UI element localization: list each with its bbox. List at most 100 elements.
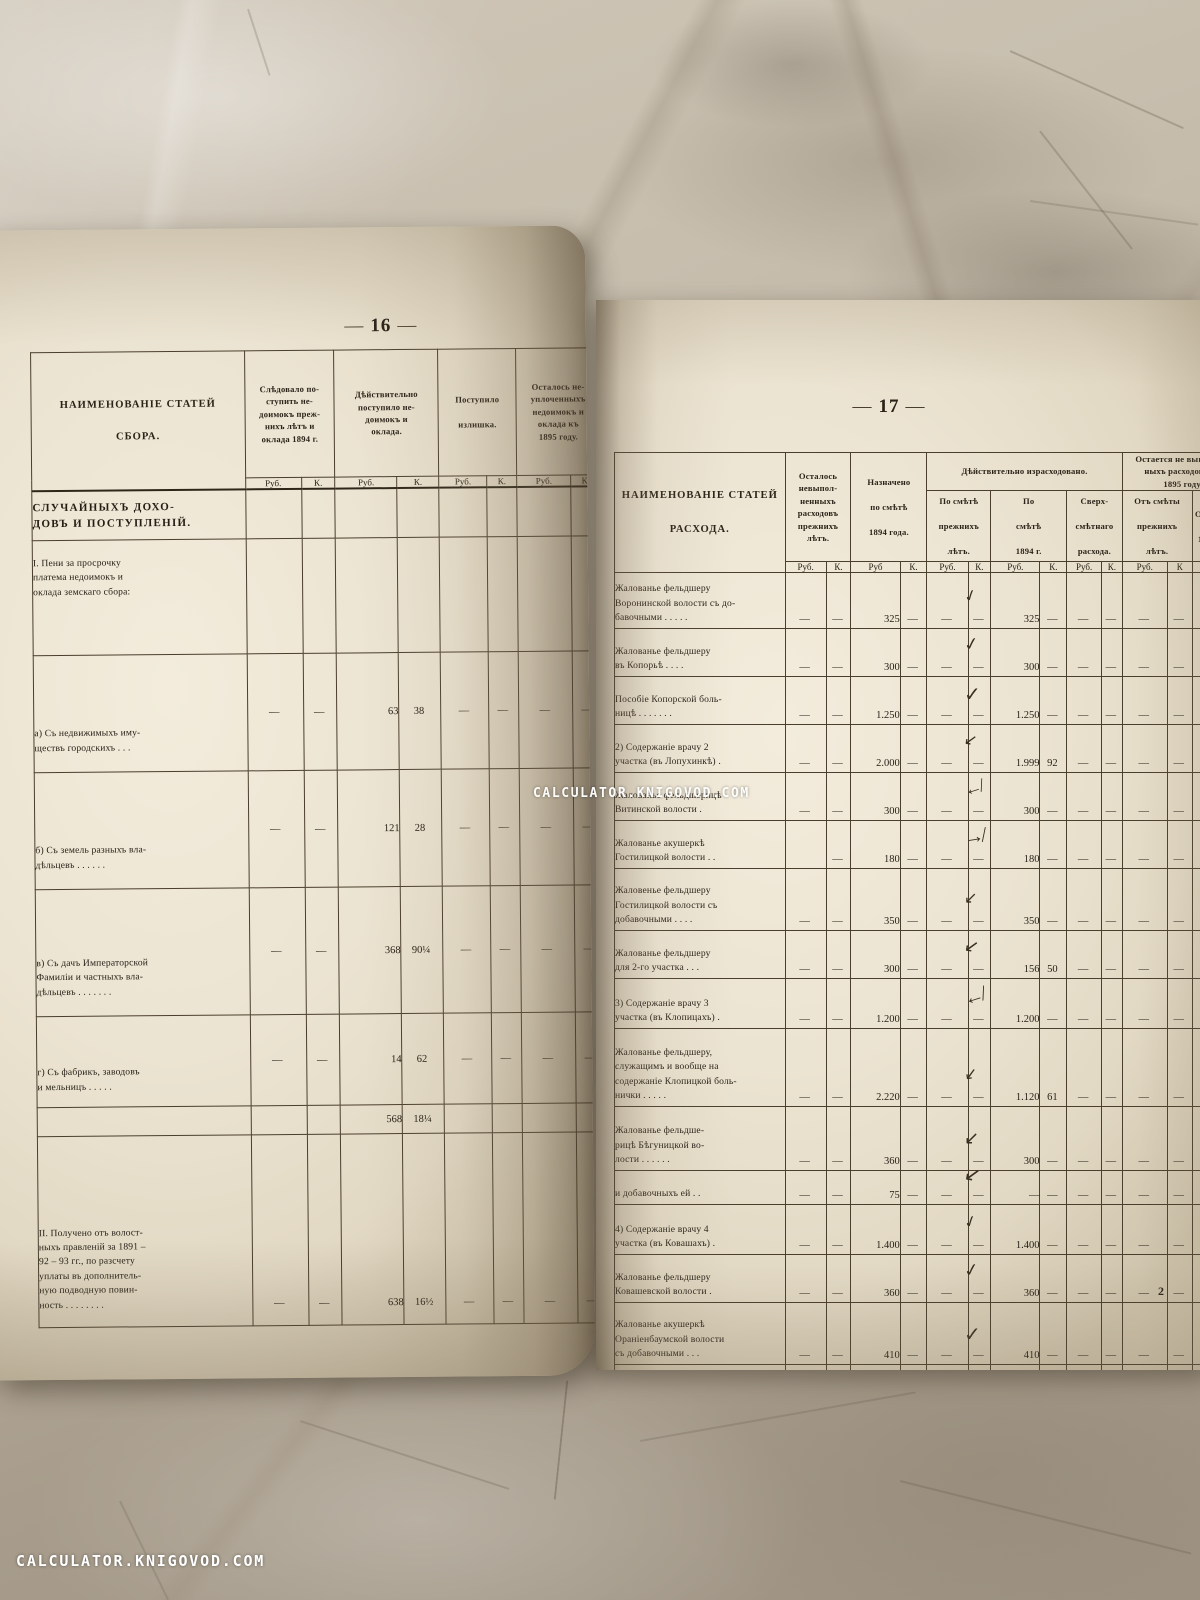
left-row-2-label: б) Съ земель разныхъ вла- дѣльцевъ . . .… xyxy=(34,770,249,890)
right-row-15-cell-3: — xyxy=(899,1364,928,1370)
right-row-4-cell-8: — xyxy=(1066,772,1103,822)
right-row-5-cell-3: — xyxy=(899,820,928,870)
right-row-10-cell-0: — xyxy=(784,1106,827,1172)
right-row-8-cell-10: — xyxy=(1121,978,1168,1030)
right-page-table: НАИМЕНОВАНIЕ СТАТЕЙ РАСХОДА. Осталось не… xyxy=(614,451,1200,1370)
right-row-6-cell-0: — xyxy=(784,868,827,932)
right-row-15-label: На уплату за больныхъ въ Оранiенбаумской… xyxy=(614,1364,786,1370)
right-row-8-cell-7: — xyxy=(1039,978,1068,1030)
right-row-4-cell-9: — xyxy=(1101,772,1123,822)
right-row-1-cell-3: — xyxy=(899,628,928,678)
right-row-15-cell-4: — xyxy=(926,1364,969,1370)
table-row: 2) Содержанiе врачу 2 участка (въ Лопухи… xyxy=(614,724,1200,774)
right-row-1-label: Жалованье фельдшеру въ Копорьѣ . . . . xyxy=(614,628,786,678)
table-row: Жалованье акушеркѣ Гостилицкой волости .… xyxy=(614,820,1200,870)
right-row-15-cell-9: — xyxy=(1101,1364,1123,1370)
table-row: Пособiе Копорской боль- ницѣ . . . . . .… xyxy=(614,676,1200,726)
right-row-10-cell-2: 360 xyxy=(850,1106,901,1172)
left-row-1-label: а) Съ недвижимыхъ иму- ществъ городскихъ… xyxy=(33,653,248,773)
right-stub-header: НАИМЕНОВАНIЕ СТАТЕЙ РАСХОДА. xyxy=(614,451,786,574)
right-row-1-cell-2: 300 xyxy=(850,628,901,678)
right-row-12-cell-9: — xyxy=(1101,1204,1123,1256)
right-row-2-cell-9: — xyxy=(1101,676,1123,726)
watermark-corner: CALCULATOR.KNIGOVOD.COM xyxy=(16,1552,266,1570)
right-row-10-cell-11: — xyxy=(1166,1106,1193,1172)
left-col-surplus-header: Поступило излишка. xyxy=(437,348,517,477)
right-row-4-cell-12: — xyxy=(1191,772,1200,822)
right-row-5-cell-7: — xyxy=(1039,820,1068,870)
right-row-4-cell-10: — xyxy=(1121,772,1168,822)
right-stub-line2: РАСХОДА. xyxy=(669,523,730,535)
right-row-14-cell-0: — xyxy=(784,1302,827,1366)
right-row-12-cell-2: 1.400 xyxy=(850,1204,901,1256)
left-page-table: НАИМЕНОВАНIЕ СТАТЕЙ СБОРА. Слѣдовало по-… xyxy=(30,347,596,1328)
right-group-spent-header: Дѣйствительно израсходовано. xyxy=(926,451,1123,492)
right-row-9-cell-4: — xyxy=(926,1028,969,1108)
right-row-15-cell-0: — xyxy=(784,1364,827,1370)
right-row-4-cell-3: — xyxy=(899,772,928,822)
right-row-2-cell-6: 1.250 xyxy=(990,676,1041,726)
right-row-2-cell-12: — xyxy=(1191,676,1200,726)
right-row-9-cell-8: — xyxy=(1066,1028,1103,1108)
right-row-4-cell-2: 300 xyxy=(850,772,901,822)
right-row-3-cell-3: — xyxy=(899,724,928,774)
table-row: Жаловенье фельдшеру Гостилицкой волости … xyxy=(614,868,1200,932)
right-row-0-cell-0: — xyxy=(784,572,827,630)
right-row-13-cell-6: 360 xyxy=(990,1254,1041,1304)
right-row-13-cell-4: — xyxy=(926,1254,969,1304)
right-row-11-cell-4: — xyxy=(926,1170,969,1206)
right-row-5-cell-12: — xyxy=(1191,820,1200,870)
right-row-13-cell-9: — xyxy=(1101,1254,1123,1304)
right-row-0-cell-12: — xyxy=(1191,572,1200,630)
right-row-7-cell-8: — xyxy=(1066,930,1103,980)
right-row-5-cell-5: — xyxy=(967,820,992,870)
right-row-2-label: Пособiе Копорской боль- ницѣ . . . . . .… xyxy=(614,676,786,726)
right-row-15-cell-10: — xyxy=(1121,1364,1168,1370)
left-col-remaining-header: Осталось не- уплоченныхъ недоимокъ и окл… xyxy=(515,347,596,476)
right-row-15-cell-8: — xyxy=(1066,1364,1103,1370)
right-row-9-cell-6: 1.120 xyxy=(990,1028,1041,1108)
right-row-4-cell-4: — xyxy=(926,772,969,822)
left-page-number: —16— xyxy=(344,314,418,337)
right-row-13-cell-8: — xyxy=(1066,1254,1103,1304)
right-row-9-cell-1: — xyxy=(825,1028,852,1108)
right-row-11-cell-9: — xyxy=(1101,1170,1123,1206)
right-row-10-label: Жалованье фельдше- рицѣ Бѣгуницкой во- л… xyxy=(614,1106,786,1172)
right-row-14-cell-1: — xyxy=(825,1302,852,1366)
right-row-11-cell-10: — xyxy=(1121,1170,1168,1206)
right-row-11-cell-5: — xyxy=(967,1170,992,1206)
right-row-12-label: 4) Содержанiе врачу 4 участка (въ Коваша… xyxy=(614,1204,786,1256)
table-row: СЛУЧАЙНЫХЪ ДОХО- ДОВЪ И ПОСТУПЛЕНIЙ. xyxy=(31,486,596,541)
right-group-remaining-header: Остается не выполнен- ныхъ расходовъ къ … xyxy=(1121,451,1200,492)
right-row-13-cell-12: — xyxy=(1191,1254,1200,1304)
right-row-3-cell-12: — xyxy=(1191,724,1200,774)
right-row-11-cell-8: — xyxy=(1066,1170,1103,1206)
right-row-12-cell-4: — xyxy=(926,1204,969,1256)
right-row-2-cell-7: — xyxy=(1039,676,1068,726)
right-row-12-cell-1: — xyxy=(825,1204,852,1256)
right-row-6-cell-6: 350 xyxy=(990,868,1041,932)
right-row-9-cell-9: — xyxy=(1101,1028,1123,1108)
right-row-13-cell-3: — xyxy=(899,1254,928,1304)
right-row-7-cell-0: — xyxy=(784,930,827,980)
right-row-2-cell-3: — xyxy=(899,676,928,726)
table-row: Жалованье фельдшеру для 2-го участка . .… xyxy=(614,930,1200,980)
right-row-8-cell-4: — xyxy=(926,978,969,1030)
right-row-7-cell-5: — xyxy=(967,930,992,980)
right-row-3-cell-9: — xyxy=(1101,724,1123,774)
table-row: Жалованье фельдшеру, служащимъ и вообще … xyxy=(614,1028,1200,1108)
right-row-9-cell-11: — xyxy=(1166,1028,1193,1108)
right-row-1-cell-9: — xyxy=(1101,628,1123,678)
right-row-12-cell-11: — xyxy=(1166,1204,1193,1256)
left-sub-rub-2: Руб. xyxy=(335,476,398,489)
right-row-3-cell-7: 92 xyxy=(1039,724,1068,774)
left-col-expected-header: Слѣдовало по- ступить не- доимокъ преж- … xyxy=(244,350,336,478)
right-row-8-cell-9: — xyxy=(1101,978,1123,1030)
right-row-2-cell-2: 1.250 xyxy=(850,676,901,726)
right-row-1-cell-1: — xyxy=(825,628,852,678)
right-row-3-cell-11: — xyxy=(1166,724,1193,774)
right-row-6-cell-11: — xyxy=(1166,868,1193,932)
left-stub-line2: СБОРА. xyxy=(115,430,161,443)
right-row-12-cell-6: 1.400 xyxy=(990,1204,1041,1256)
right-row-4-cell-1: — xyxy=(825,772,852,822)
